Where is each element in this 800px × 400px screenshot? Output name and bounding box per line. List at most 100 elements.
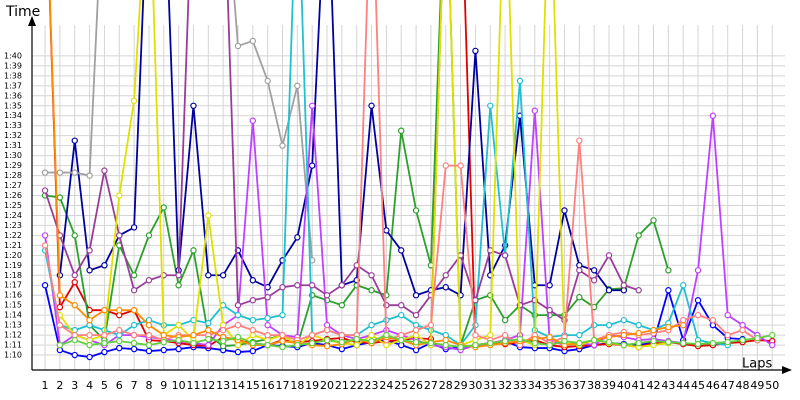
- data-point: [472, 331, 479, 339]
- data-point: [71, 272, 78, 279]
- data-point: [368, 287, 375, 294]
- data-point: [679, 321, 687, 329]
- x-tick-label: 19: [305, 379, 319, 392]
- data-point: [323, 336, 331, 344]
- y-tick-label: 1:16: [4, 291, 22, 300]
- data-point: [130, 272, 138, 279]
- x-tick-label: 16: [261, 379, 275, 392]
- data-point: [101, 306, 108, 314]
- data-point: [709, 316, 717, 324]
- data-point: [160, 346, 167, 354]
- data-point: [130, 97, 138, 104]
- x-tick-label: 47: [721, 379, 735, 392]
- x-tick-label: 27: [424, 379, 438, 392]
- data-point: [769, 341, 776, 349]
- data-point: [709, 339, 717, 347]
- y-tick-label: 1:30: [4, 151, 22, 160]
- x-tick-label: 33: [513, 379, 527, 392]
- data-point: [71, 169, 78, 176]
- x-tick-label: 45: [691, 379, 705, 392]
- data-point: [323, 342, 331, 350]
- data-point: [205, 335, 212, 343]
- data-point: [101, 167, 108, 174]
- data-point: [546, 341, 553, 349]
- data-point: [190, 247, 197, 254]
- data-point: [590, 277, 598, 284]
- data-point: [116, 326, 123, 334]
- data-point: [234, 311, 242, 319]
- data-point: [101, 262, 108, 269]
- y-tick-label: 1:23: [4, 221, 22, 230]
- data-point: [190, 331, 197, 339]
- y-tick-label: 1:36: [4, 91, 22, 100]
- y-tick-label: 1:13: [4, 321, 22, 330]
- data-point: [561, 337, 568, 345]
- data-point: [234, 333, 242, 341]
- data-point: [264, 331, 271, 339]
- x-tick-label: 8: [145, 379, 152, 392]
- data-point: [175, 282, 182, 289]
- x-tick-label: 44: [676, 379, 690, 392]
- data-point: [279, 331, 286, 339]
- x-tick-label: 10: [172, 379, 186, 392]
- x-tick-label: 12: [201, 379, 215, 392]
- data-point: [724, 311, 731, 319]
- data-point: [546, 282, 553, 289]
- data-point: [665, 323, 672, 331]
- data-point: [175, 272, 182, 279]
- data-point: [249, 347, 257, 355]
- x-tick-label: 25: [394, 379, 408, 392]
- data-point: [516, 335, 524, 343]
- data-point: [130, 331, 138, 339]
- x-tick-label: 42: [647, 379, 661, 392]
- data-point: [264, 294, 271, 301]
- data-point: [279, 284, 286, 291]
- data-point: [620, 341, 628, 349]
- x-tick-label: 34: [528, 379, 542, 392]
- data-point: [368, 337, 375, 345]
- data-point: [487, 339, 494, 347]
- data-point: [650, 217, 657, 224]
- data-point: [190, 339, 197, 347]
- data-point: [353, 335, 360, 343]
- data-point: [116, 344, 123, 352]
- data-point: [41, 169, 49, 176]
- data-point: [457, 343, 464, 351]
- data-point: [86, 331, 93, 339]
- x-tick-label: 28: [439, 379, 453, 392]
- data-point: [308, 162, 316, 169]
- data-point: [398, 247, 405, 254]
- data-point: [576, 267, 583, 274]
- y-tick-label: 1:18: [4, 271, 22, 280]
- data-point: [41, 282, 49, 289]
- data-point: [605, 321, 613, 329]
- data-point: [116, 232, 123, 239]
- data-point: [160, 204, 167, 211]
- data-point: [323, 326, 331, 334]
- data-point: [412, 311, 420, 319]
- data-point: [383, 227, 390, 234]
- x-tick-label: 30: [468, 379, 482, 392]
- data-point: [635, 287, 642, 294]
- x-tick-label: 49: [750, 379, 764, 392]
- data-point: [116, 306, 123, 314]
- data-point: [234, 42, 242, 50]
- x-tick-label: 35: [543, 379, 557, 392]
- data-point: [249, 339, 257, 347]
- data-point: [56, 292, 64, 299]
- y-tick-label: 1:26: [4, 191, 22, 200]
- data-point: [427, 321, 435, 329]
- data-point: [412, 326, 420, 334]
- data-point: [145, 341, 153, 349]
- data-point: [160, 331, 167, 339]
- data-point: [86, 341, 93, 349]
- data-point: [694, 311, 702, 319]
- data-point: [769, 331, 776, 339]
- data-point: [368, 321, 375, 329]
- x-tick-label: 38: [587, 379, 601, 392]
- data-point: [86, 267, 93, 274]
- data-point: [145, 232, 153, 239]
- data-point: [249, 326, 257, 334]
- data-point: [635, 329, 642, 337]
- data-point: [383, 331, 390, 339]
